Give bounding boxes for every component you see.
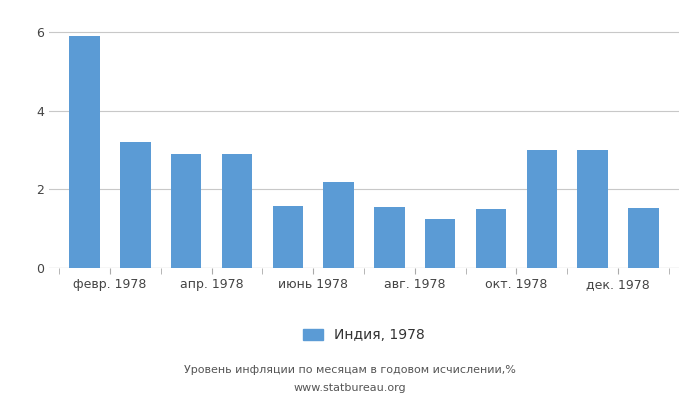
Bar bbox=[323, 182, 354, 268]
Bar bbox=[526, 150, 557, 268]
Legend: Индия, 1978: Индия, 1978 bbox=[298, 323, 430, 348]
Bar bbox=[171, 154, 202, 268]
Text: Уровень инфляции по месяцам в годовом исчислении,%: Уровень инфляции по месяцам в годовом ис… bbox=[184, 365, 516, 375]
Text: www.statbureau.org: www.statbureau.org bbox=[294, 383, 406, 393]
Bar bbox=[272, 206, 303, 268]
Bar bbox=[69, 36, 100, 268]
Bar bbox=[222, 154, 252, 268]
Bar bbox=[120, 142, 150, 268]
Bar bbox=[628, 208, 659, 268]
Bar bbox=[578, 150, 608, 268]
Bar bbox=[425, 219, 456, 268]
Bar bbox=[476, 209, 506, 268]
Bar bbox=[374, 207, 405, 268]
